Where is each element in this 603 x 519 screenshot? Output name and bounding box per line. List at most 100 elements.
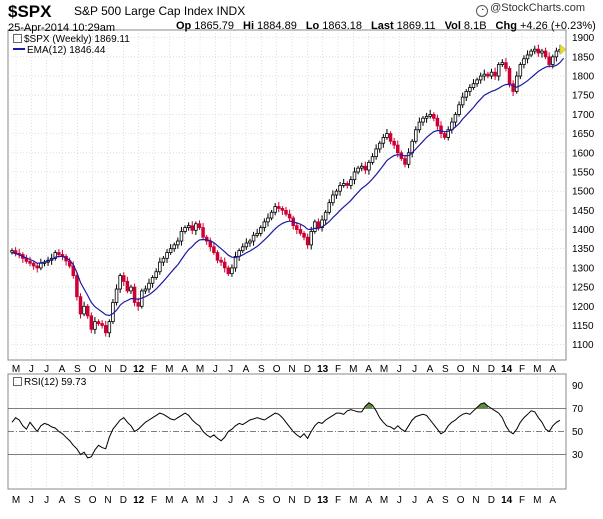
price-bar-body	[392, 140, 396, 146]
price-y-tick-label: 1400	[572, 225, 595, 236]
price-bar-body	[551, 56, 555, 65]
price-bar-body	[302, 232, 306, 238]
price-y-tick-label: 1300	[572, 263, 595, 274]
price-x-tick-label: A	[549, 364, 556, 375]
brand-label: @StockCharts.com	[490, 2, 585, 14]
rsi-x-tick-label: M	[196, 495, 204, 506]
price-bar-body	[428, 114, 432, 117]
price-x-tick-label: S	[258, 364, 265, 375]
price-y-tick-label: 1750	[572, 91, 595, 102]
price-bar-body	[251, 234, 256, 242]
price-bar-body	[204, 236, 209, 242]
rsi-x-tick-label: J	[44, 495, 49, 506]
price-bar-body	[414, 129, 418, 142]
price-bar-body	[150, 277, 155, 284]
price-bar-body	[269, 211, 274, 219]
rsi-x-tick-label: S	[258, 495, 265, 506]
price-x-tick-label: J	[44, 364, 49, 375]
price-bar-body	[259, 227, 263, 234]
price-x-tick-label: F	[151, 364, 157, 375]
rsi-x-tick-label: M	[12, 495, 20, 506]
price-x-tick-label: M	[533, 364, 541, 375]
rsi-x-tick-label: 13	[317, 495, 329, 506]
price-bar-body	[305, 236, 310, 246]
price-bar-body	[212, 246, 216, 253]
rsi-x-tick-label: D	[488, 495, 495, 506]
price-bar-body	[248, 240, 252, 244]
price-legend-label: $SPX (Weekly) 1869.11	[24, 34, 130, 45]
price-x-tick-label: A	[59, 364, 66, 375]
price-bar-body	[136, 302, 140, 307]
stockcharts-logo-icon: ◔	[476, 5, 489, 17]
price-bar-body	[284, 209, 288, 215]
rsi-x-tick-label: A	[181, 495, 188, 506]
price-bar-body	[194, 223, 198, 231]
rsi-x-tick-label: J	[397, 495, 402, 506]
price-bar-body	[161, 257, 166, 263]
price-bar-body	[334, 190, 339, 196]
price-bar-body	[226, 267, 231, 275]
price-bar-body	[338, 185, 342, 192]
price-bar-body	[442, 133, 447, 138]
price-x-tick-label: J	[397, 364, 402, 375]
price-bar-body	[75, 275, 79, 298]
price-x-tick-label: O	[273, 364, 281, 375]
price-x-tick-label: J	[228, 364, 233, 375]
ema-swatch-icon	[13, 48, 25, 50]
rsi-x-tick-label: O	[457, 495, 465, 506]
price-x-tick-label: M	[380, 364, 388, 375]
rsi-x-tick-label: J	[412, 495, 417, 506]
rsi-x-tick-label: 14	[501, 495, 513, 506]
price-bar-body	[158, 261, 162, 273]
rsi-y-tick-label: 70	[572, 404, 584, 415]
price-bar-body	[486, 73, 490, 77]
price-bar-body	[143, 288, 148, 292]
price-bar-body	[118, 275, 122, 290]
price-bar-body	[31, 262, 36, 267]
price-bar-body	[352, 171, 357, 181]
price-bar-body	[435, 117, 440, 127]
rsi-x-tick-label: M	[533, 495, 541, 506]
price-y-tick-label: 1650	[572, 129, 595, 140]
price-bar-body	[255, 232, 259, 236]
price-bar-body	[320, 219, 324, 229]
legend-checkbox-icon[interactable]	[13, 34, 22, 43]
rsi-x-tick-label: O	[89, 495, 97, 506]
price-bar-body	[165, 252, 169, 259]
ema-legend: EMA(12) 1846.44	[13, 45, 105, 56]
price-bar-body	[525, 54, 530, 60]
rsi-x-tick-label: A	[243, 495, 250, 506]
price-bar-body	[96, 321, 101, 324]
rsi-x-tick-label: O	[273, 495, 281, 506]
price-bar-body	[522, 58, 526, 65]
rsi-x-tick-label: A	[59, 495, 66, 506]
rsi-legend-checkbox-icon[interactable]	[13, 377, 22, 386]
price-bar-body	[201, 227, 205, 238]
price-bar-body	[186, 225, 191, 229]
price-bar-body	[331, 194, 335, 204]
rsi-y-tick-label: 30	[572, 450, 584, 461]
price-bar-body	[341, 183, 346, 186]
price-bar-body	[147, 282, 151, 290]
price-y-tick-label: 1500	[572, 187, 595, 198]
quote-label-5: Chg	[495, 20, 517, 32]
brand-link[interactable]: ◔ @StockCharts.com	[476, 2, 585, 17]
price-bar-body	[327, 202, 332, 213]
price-y-tick-label: 1250	[572, 283, 595, 294]
last-price-marker	[559, 43, 567, 56]
price-bar-body	[179, 231, 184, 242]
rsi-x-tick-label: D	[120, 495, 127, 506]
rsi-x-tick-label: 12	[133, 495, 145, 506]
rsi-line	[11, 402, 561, 459]
price-bar-body	[396, 144, 400, 154]
price-bar-body	[295, 225, 299, 230]
price-x-tick-label: N	[288, 364, 295, 375]
rsi-x-tick-label: A	[365, 495, 372, 506]
quote-value-2: 1863.18	[322, 20, 363, 32]
price-bar-body	[287, 213, 292, 219]
price-bar-body	[367, 161, 371, 171]
price-bar-body	[511, 83, 515, 92]
price-bar-body	[432, 114, 436, 119]
price-bar-body	[514, 75, 519, 92]
